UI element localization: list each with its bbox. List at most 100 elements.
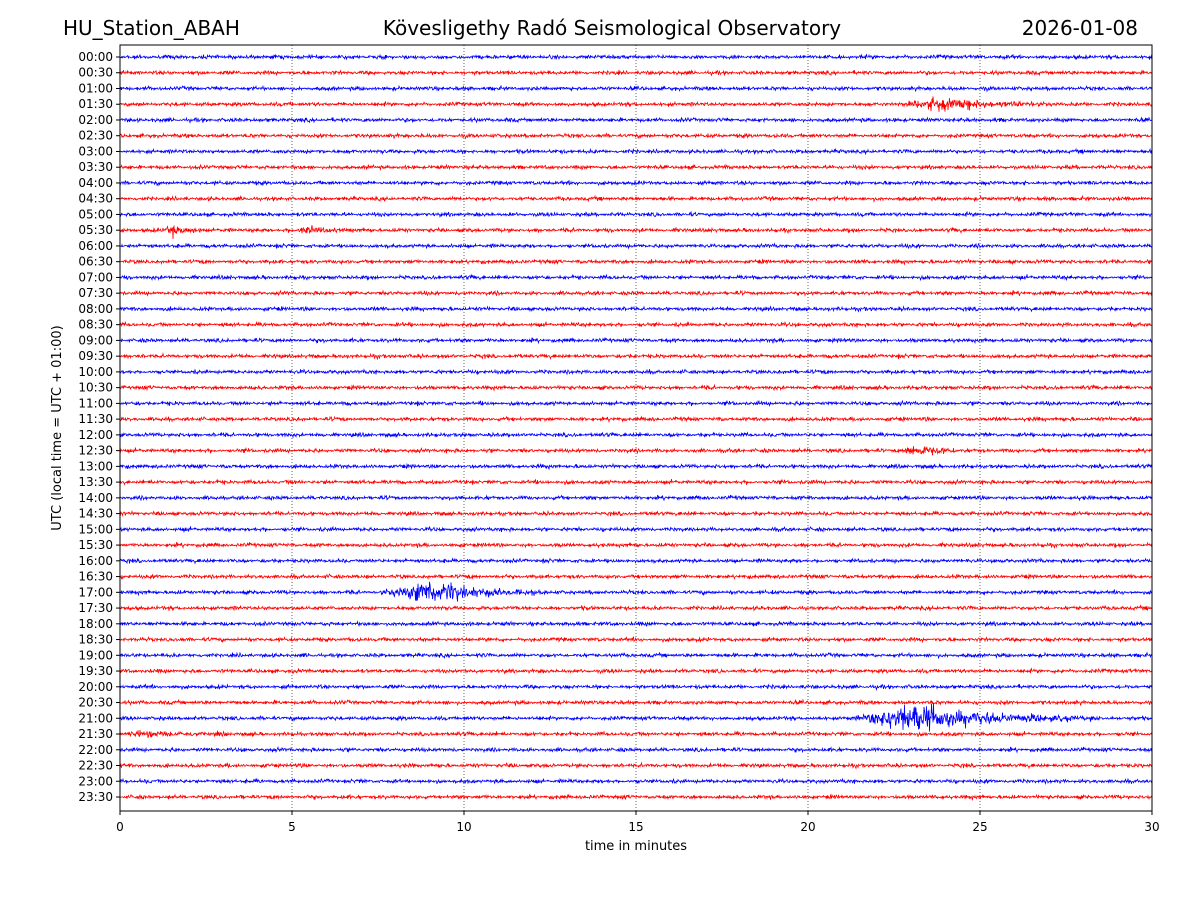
y-tick-label: 08:30 xyxy=(78,318,113,332)
trace-0630 xyxy=(119,258,1153,266)
y-tick-label: 07:30 xyxy=(78,286,113,300)
trace-0430 xyxy=(119,194,1153,203)
x-tick-label: 30 xyxy=(1144,820,1159,834)
trace-0400 xyxy=(119,179,1153,187)
y-tick-label: 15:00 xyxy=(78,522,113,536)
date-title: 2026-01-08 xyxy=(1022,16,1138,40)
x-tick-label: 20 xyxy=(800,820,815,834)
trace-1430 xyxy=(119,509,1153,518)
trace-0900 xyxy=(119,336,1153,345)
x-axis-label: time in minutes xyxy=(585,839,687,854)
y-tick-label: 12:00 xyxy=(78,428,113,442)
x-tick-label: 5 xyxy=(288,820,296,834)
y-tick-label: 00:30 xyxy=(78,66,113,80)
trace-0730 xyxy=(119,289,1153,297)
y-tick-label: 11:30 xyxy=(78,412,113,426)
trace-1100 xyxy=(119,399,1153,407)
y-tick-label: 21:00 xyxy=(78,711,113,725)
y-tick-label: 22:00 xyxy=(78,743,113,757)
y-axis-label: UTC (local time = UTC + 01:00) xyxy=(50,325,65,530)
y-tick-label: 22:30 xyxy=(78,759,113,773)
y-tick-label: 23:30 xyxy=(78,790,113,804)
y-tick-label: 12:30 xyxy=(78,444,113,458)
y-tick-label: 21:30 xyxy=(78,727,113,741)
trace-0930 xyxy=(119,352,1153,361)
y-tick-label: 02:00 xyxy=(78,113,113,127)
trace-0800 xyxy=(119,305,1153,313)
y-tick-label: 10:00 xyxy=(78,365,113,379)
trace-1000 xyxy=(119,368,1153,376)
y-tick-label: 06:30 xyxy=(78,255,113,269)
y-tick-label: 18:30 xyxy=(78,633,113,647)
x-tick-label: 25 xyxy=(972,820,987,834)
trace-0530 xyxy=(119,224,1153,240)
trace-2100 xyxy=(119,703,1153,732)
y-tick-label: 00:00 xyxy=(78,50,113,64)
trace-2230 xyxy=(119,761,1153,770)
y-tick-label: 06:00 xyxy=(78,239,113,253)
y-tick-label: 16:00 xyxy=(78,554,113,568)
y-tick-label: 08:00 xyxy=(78,302,113,316)
y-tick-label: 04:00 xyxy=(78,176,113,190)
trace-0830 xyxy=(119,320,1153,329)
trace-1800 xyxy=(119,620,1153,628)
y-tick-label: 18:00 xyxy=(78,617,113,631)
trace-1300 xyxy=(119,462,1153,471)
y-tick-label: 13:30 xyxy=(78,475,113,489)
traces xyxy=(119,53,1153,802)
trace-1830 xyxy=(119,635,1153,644)
trace-1130 xyxy=(119,415,1153,424)
y-tick-label: 09:30 xyxy=(78,349,113,363)
trace-0000 xyxy=(119,53,1153,61)
trace-2300 xyxy=(119,777,1153,785)
trace-2000 xyxy=(119,683,1153,691)
y-tick-label: 14:30 xyxy=(78,507,113,521)
x-ticks: 0 5 10 15 20 25 30 xyxy=(116,811,1160,834)
y-tick-label: 03:30 xyxy=(78,160,113,174)
y-tick-label: 15:30 xyxy=(78,538,113,552)
trace-0500 xyxy=(119,210,1153,218)
y-tick-label: 11:00 xyxy=(78,396,113,410)
trace-1200 xyxy=(119,431,1153,439)
trace-1230 xyxy=(119,445,1153,456)
trace-0130 xyxy=(119,96,1153,112)
y-tick-label: 13:00 xyxy=(78,459,113,473)
trace-1400 xyxy=(119,494,1153,502)
y-tick-label: 10:30 xyxy=(78,381,113,395)
y-tick-label: 17:30 xyxy=(78,601,113,615)
y-tick-label: 20:30 xyxy=(78,696,113,710)
trace-1500 xyxy=(119,525,1153,534)
y-tick-label: 05:00 xyxy=(78,207,113,221)
trace-1730 xyxy=(119,604,1153,613)
y-tick-label: 05:30 xyxy=(78,223,113,237)
trace-0300 xyxy=(119,147,1153,156)
trace-0230 xyxy=(119,132,1153,140)
trace-2130 xyxy=(119,730,1153,739)
trace-2200 xyxy=(119,746,1153,754)
trace-1630 xyxy=(119,573,1153,581)
trace-0700 xyxy=(119,273,1153,282)
trace-0030 xyxy=(119,69,1153,77)
y-tick-label: 04:30 xyxy=(78,192,113,206)
y-tick-label: 02:30 xyxy=(78,129,113,143)
y-tick-label: 19:00 xyxy=(78,648,113,662)
trace-1530 xyxy=(119,541,1153,550)
x-tick-label: 15 xyxy=(628,820,643,834)
grid-lines xyxy=(291,45,981,811)
x-tick-label: 10 xyxy=(456,820,471,834)
y-tick-label: 19:30 xyxy=(78,664,113,678)
observatory-title: Kövesligethy Radó Seismological Observat… xyxy=(383,16,841,40)
trace-1330 xyxy=(119,478,1153,486)
y-tick-label: 23:00 xyxy=(78,774,113,788)
trace-2330 xyxy=(119,793,1153,802)
y-tick-label: 14:00 xyxy=(78,491,113,505)
trace-0100 xyxy=(119,84,1153,93)
x-tick-label: 0 xyxy=(116,820,124,834)
y-tick-label: 16:30 xyxy=(78,570,113,584)
y-tick-label: 03:00 xyxy=(78,144,113,158)
trace-2030 xyxy=(119,698,1153,707)
trace-1700 xyxy=(119,581,1153,602)
trace-1030 xyxy=(119,383,1153,392)
